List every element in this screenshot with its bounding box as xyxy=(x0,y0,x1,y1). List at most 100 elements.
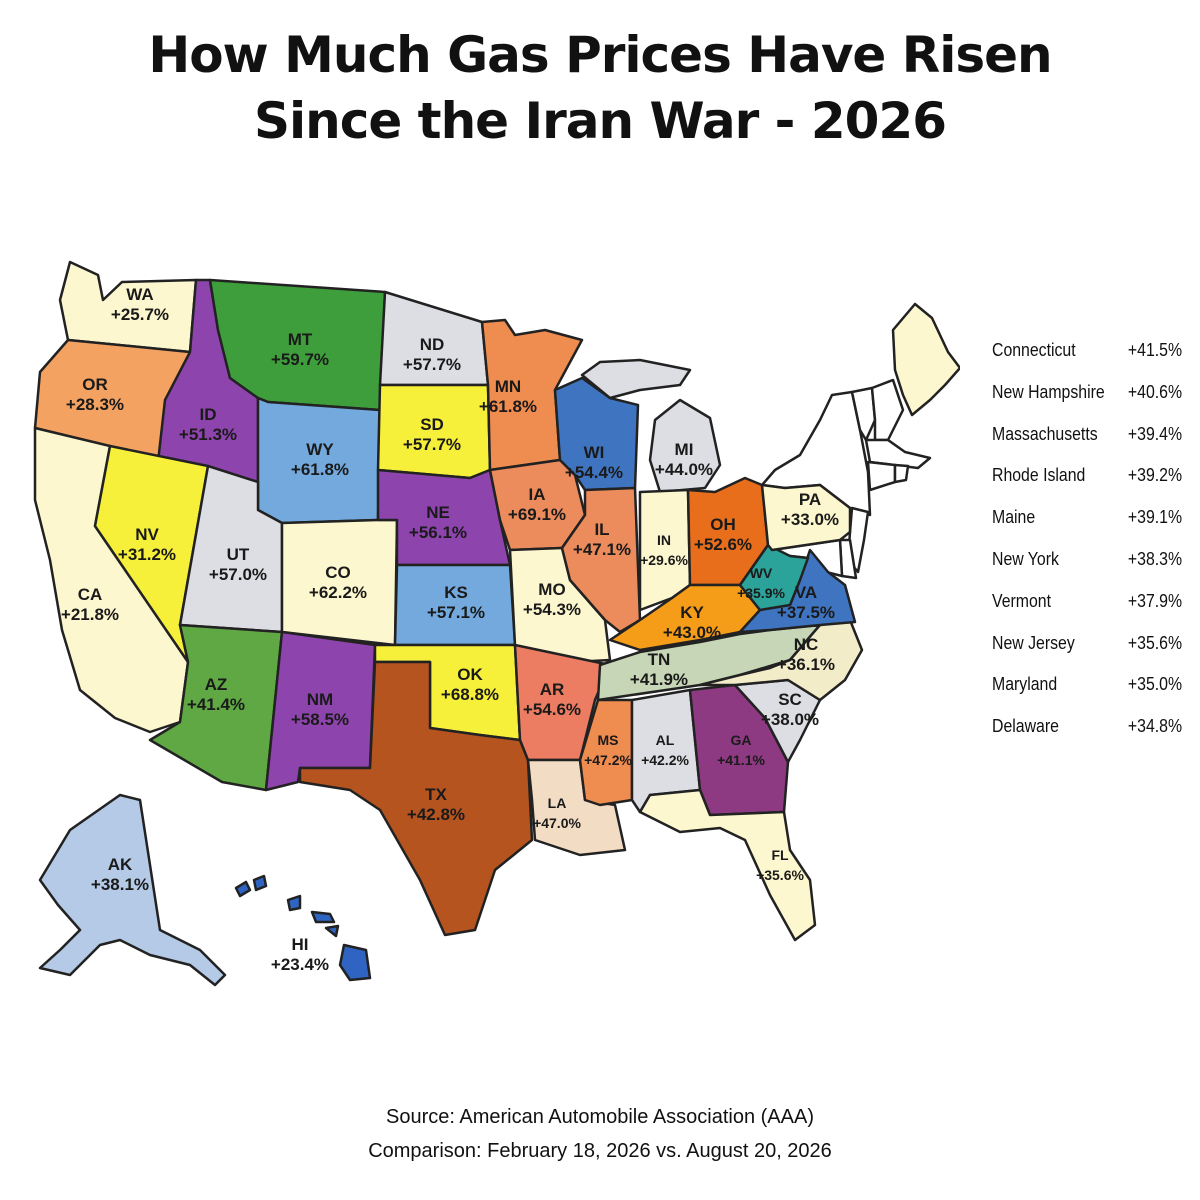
state-abbr: WA xyxy=(126,285,153,304)
state-abbr: KS xyxy=(444,583,468,602)
state-label-ut: UT+57.0% xyxy=(209,545,267,584)
title-line-2: Since the Iran War - 2026 xyxy=(253,92,947,150)
state-ak xyxy=(38,793,227,987)
state-abbr: TN xyxy=(648,650,671,669)
northeast-state-value: +39.1% xyxy=(1127,507,1183,528)
northeast-row: New Hampshire +40.6% xyxy=(992,382,1182,424)
state-value: +47.2% xyxy=(584,752,632,768)
state-abbr: MO xyxy=(538,580,565,599)
state-maine xyxy=(891,302,960,417)
state-value: +21.8% xyxy=(61,605,119,624)
state-label-mn: MN+61.8% xyxy=(479,377,537,416)
state-value: +41.4% xyxy=(187,695,245,714)
northeast-row: Connecticut +41.5% xyxy=(992,340,1182,382)
state-label-id: ID+51.3% xyxy=(179,405,237,444)
state-label-ms: MS +47.2% xyxy=(584,732,632,768)
state-abbr: OK xyxy=(457,665,483,684)
northeast-state-value: +34.8% xyxy=(1127,716,1183,737)
state-value: +57.0% xyxy=(209,565,267,584)
state-nc xyxy=(698,618,864,702)
state-value: +57.7% xyxy=(403,355,461,374)
state-value: +42.2% xyxy=(641,752,689,768)
state-abbr: NE xyxy=(426,503,450,522)
state-abbr: NC xyxy=(794,635,819,654)
state-value: +58.5% xyxy=(291,710,349,729)
state-label-mi: MI+44.0% xyxy=(655,440,713,479)
state-il xyxy=(560,486,642,634)
state-value: +33.0% xyxy=(781,510,839,529)
northeast-row: Rhode Island +39.2% xyxy=(992,465,1182,507)
state-value: +28.3% xyxy=(66,395,124,414)
state-abbr: MI xyxy=(675,440,694,459)
state-abbr: OH xyxy=(710,515,736,534)
state-label-sc: SC+38.0% xyxy=(761,690,819,729)
state-value: +38.0% xyxy=(761,710,819,729)
state-label-wa: WA+25.7% xyxy=(111,285,169,324)
northeast-state-name: Massachusetts xyxy=(992,423,1098,444)
state-label-ca: CA+21.8% xyxy=(61,585,119,624)
state-abbr: CA xyxy=(78,585,103,604)
state-value: +56.1% xyxy=(409,523,467,542)
state-value: +44.0% xyxy=(655,460,713,479)
northeast-state-name: New Hampshire xyxy=(992,381,1105,402)
northeast-row: Massachusetts +39.4% xyxy=(992,424,1182,466)
northeast-state-name: Maine xyxy=(992,507,1036,528)
state-abbr: MT xyxy=(288,330,313,349)
state-label-nd: ND+57.7% xyxy=(403,335,461,374)
northeast-state-value: +40.6% xyxy=(1127,381,1183,402)
state-value: +68.8% xyxy=(441,685,499,704)
state-value: +38.1% xyxy=(91,875,149,894)
us-map: WA+25.7% OR+28.3% CA+21.8% ID+51.3% NV+31.2%… xyxy=(33,260,960,987)
state-label-va: VA+37.5% xyxy=(777,583,835,622)
state-abbr: CO xyxy=(325,563,351,582)
state-value: +23.4% xyxy=(271,955,329,974)
state-value: +41.9% xyxy=(630,670,688,689)
state-label-ks: KS+57.1% xyxy=(427,583,485,622)
state-value: +41.1% xyxy=(717,752,765,768)
state-label-la: LA +47.0% xyxy=(533,795,581,831)
state-value: +61.8% xyxy=(291,460,349,479)
state-label-co: CO+62.2% xyxy=(309,563,367,602)
state-abbr: FL xyxy=(771,847,789,863)
state-label-ok: OK+68.8% xyxy=(441,665,499,704)
state-abbr: WI xyxy=(584,443,605,462)
state-label-wi: WI+54.4% xyxy=(565,443,623,482)
state-label-nc: NC+36.1% xyxy=(777,635,835,674)
northeast-state-name: Rhode Island xyxy=(992,465,1086,486)
state-label-ar: AR+54.6% xyxy=(523,680,581,719)
state-abbr: PA xyxy=(799,490,821,509)
state-new-hampshire xyxy=(870,378,905,442)
state-value: +25.7% xyxy=(111,305,169,324)
state-abbr: WV xyxy=(750,565,773,581)
comparison-note: Comparison: February 18, 2026 vs. August… xyxy=(368,1140,832,1162)
state-abbr: MS xyxy=(598,732,619,748)
state-value: +35.6% xyxy=(756,867,804,883)
map-footer: Source: American Automobile Association … xyxy=(0,1100,1200,1168)
northeast-state-value: +41.5% xyxy=(1127,340,1183,360)
state-value: +69.1% xyxy=(508,505,566,524)
state-value: +42.8% xyxy=(407,805,465,824)
state-vermont xyxy=(850,386,877,442)
state-abbr: AL xyxy=(656,732,675,748)
state-label-ia: IA+69.1% xyxy=(508,485,566,524)
state-label-hi: HI+23.4% xyxy=(271,935,329,974)
state-abbr: AR xyxy=(540,680,565,699)
northeast-row: New Jersey +35.6% xyxy=(992,633,1182,675)
state-mi xyxy=(648,398,722,494)
northeast-state-value: +35.0% xyxy=(1127,674,1183,695)
state-label-az: AZ+41.4% xyxy=(187,675,245,714)
state-abbr: WY xyxy=(306,440,334,459)
state-value: +31.2% xyxy=(118,545,176,564)
state-label-il: IL+47.1% xyxy=(573,520,631,559)
state-abbr: MN xyxy=(495,377,521,396)
state-abbr: IN xyxy=(657,532,671,548)
state-label-nm: NM+58.5% xyxy=(291,690,349,729)
state-abbr: SD xyxy=(420,415,444,434)
northeast-row: Vermont +37.9% xyxy=(992,591,1182,633)
state-value: +29.6% xyxy=(640,552,688,568)
northeast-state-value: +37.9% xyxy=(1127,590,1183,611)
state-mi-upper xyxy=(580,358,692,400)
state-abbr: LA xyxy=(548,795,567,811)
state-label-ak: AK+38.1% xyxy=(91,855,149,894)
state-label-pa: PA+33.0% xyxy=(781,490,839,529)
